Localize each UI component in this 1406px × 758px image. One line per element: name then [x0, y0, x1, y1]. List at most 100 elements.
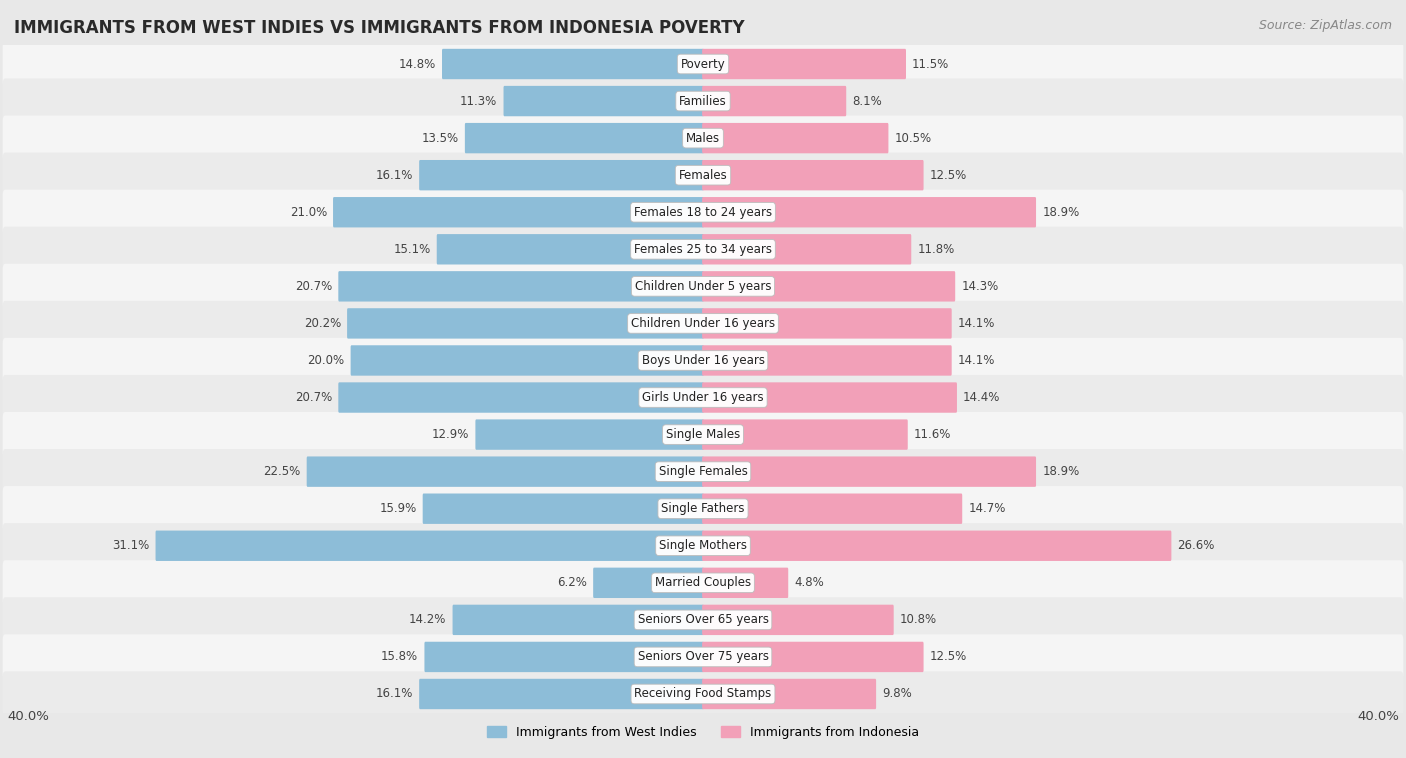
- FancyBboxPatch shape: [3, 79, 1403, 124]
- FancyBboxPatch shape: [3, 375, 1403, 420]
- Text: 11.8%: 11.8%: [917, 243, 955, 255]
- FancyBboxPatch shape: [503, 86, 704, 116]
- FancyBboxPatch shape: [437, 234, 704, 265]
- Text: 40.0%: 40.0%: [7, 709, 49, 723]
- FancyBboxPatch shape: [702, 605, 894, 635]
- Text: 12.9%: 12.9%: [432, 428, 470, 441]
- Text: 31.1%: 31.1%: [112, 539, 149, 553]
- FancyBboxPatch shape: [3, 412, 1403, 457]
- FancyBboxPatch shape: [702, 679, 876, 709]
- Text: Single Males: Single Males: [666, 428, 740, 441]
- Text: 4.8%: 4.8%: [794, 576, 824, 589]
- FancyBboxPatch shape: [350, 346, 704, 376]
- FancyBboxPatch shape: [333, 197, 704, 227]
- Text: 15.9%: 15.9%: [380, 503, 416, 515]
- FancyBboxPatch shape: [339, 271, 704, 302]
- FancyBboxPatch shape: [3, 634, 1403, 679]
- FancyBboxPatch shape: [3, 486, 1403, 531]
- Text: 8.1%: 8.1%: [852, 95, 882, 108]
- Text: 14.4%: 14.4%: [963, 391, 1001, 404]
- FancyBboxPatch shape: [453, 605, 704, 635]
- FancyBboxPatch shape: [702, 86, 846, 116]
- FancyBboxPatch shape: [3, 264, 1403, 309]
- FancyBboxPatch shape: [3, 523, 1403, 568]
- FancyBboxPatch shape: [423, 493, 704, 524]
- Text: 40.0%: 40.0%: [1357, 709, 1399, 723]
- Text: Source: ZipAtlas.com: Source: ZipAtlas.com: [1258, 19, 1392, 32]
- FancyBboxPatch shape: [3, 115, 1403, 161]
- FancyBboxPatch shape: [3, 301, 1403, 346]
- FancyBboxPatch shape: [3, 672, 1403, 716]
- FancyBboxPatch shape: [702, 309, 952, 339]
- Text: 14.1%: 14.1%: [957, 317, 995, 330]
- FancyBboxPatch shape: [3, 42, 1403, 86]
- Text: 11.6%: 11.6%: [914, 428, 952, 441]
- FancyBboxPatch shape: [3, 152, 1403, 198]
- Text: Single Mothers: Single Mothers: [659, 539, 747, 553]
- Text: Females: Females: [679, 169, 727, 182]
- FancyBboxPatch shape: [702, 531, 1171, 561]
- Text: 14.8%: 14.8%: [399, 58, 436, 70]
- Text: Seniors Over 65 years: Seniors Over 65 years: [637, 613, 769, 626]
- Text: Families: Families: [679, 95, 727, 108]
- FancyBboxPatch shape: [307, 456, 704, 487]
- FancyBboxPatch shape: [419, 160, 704, 190]
- Text: IMMIGRANTS FROM WEST INDIES VS IMMIGRANTS FROM INDONESIA POVERTY: IMMIGRANTS FROM WEST INDIES VS IMMIGRANT…: [14, 19, 745, 37]
- FancyBboxPatch shape: [702, 271, 955, 302]
- Text: 15.1%: 15.1%: [394, 243, 430, 255]
- FancyBboxPatch shape: [593, 568, 704, 598]
- FancyBboxPatch shape: [3, 597, 1403, 643]
- Text: 20.7%: 20.7%: [295, 391, 332, 404]
- FancyBboxPatch shape: [3, 560, 1403, 606]
- FancyBboxPatch shape: [702, 642, 924, 672]
- FancyBboxPatch shape: [3, 190, 1403, 235]
- Text: 10.8%: 10.8%: [900, 613, 936, 626]
- Text: 13.5%: 13.5%: [422, 132, 458, 145]
- Text: 26.6%: 26.6%: [1178, 539, 1215, 553]
- Text: Females 18 to 24 years: Females 18 to 24 years: [634, 205, 772, 219]
- Text: 14.1%: 14.1%: [957, 354, 995, 367]
- FancyBboxPatch shape: [702, 568, 789, 598]
- FancyBboxPatch shape: [3, 338, 1403, 383]
- Text: Boys Under 16 years: Boys Under 16 years: [641, 354, 765, 367]
- Text: Single Fathers: Single Fathers: [661, 503, 745, 515]
- FancyBboxPatch shape: [3, 449, 1403, 494]
- FancyBboxPatch shape: [702, 234, 911, 265]
- Text: 14.2%: 14.2%: [409, 613, 447, 626]
- Text: Children Under 16 years: Children Under 16 years: [631, 317, 775, 330]
- FancyBboxPatch shape: [702, 419, 908, 449]
- FancyBboxPatch shape: [702, 493, 962, 524]
- Text: 18.9%: 18.9%: [1042, 465, 1080, 478]
- FancyBboxPatch shape: [156, 531, 704, 561]
- FancyBboxPatch shape: [3, 227, 1403, 272]
- Text: 15.8%: 15.8%: [381, 650, 419, 663]
- Text: Girls Under 16 years: Girls Under 16 years: [643, 391, 763, 404]
- Text: 20.2%: 20.2%: [304, 317, 342, 330]
- Text: 9.8%: 9.8%: [883, 688, 912, 700]
- Text: Receiving Food Stamps: Receiving Food Stamps: [634, 688, 772, 700]
- Text: 20.0%: 20.0%: [308, 354, 344, 367]
- Legend: Immigrants from West Indies, Immigrants from Indonesia: Immigrants from West Indies, Immigrants …: [482, 721, 924, 744]
- Text: Males: Males: [686, 132, 720, 145]
- FancyBboxPatch shape: [475, 419, 704, 449]
- Text: 14.7%: 14.7%: [969, 503, 1005, 515]
- FancyBboxPatch shape: [702, 197, 1036, 227]
- Text: 21.0%: 21.0%: [290, 205, 328, 219]
- FancyBboxPatch shape: [347, 309, 704, 339]
- Text: 12.5%: 12.5%: [929, 169, 967, 182]
- FancyBboxPatch shape: [702, 160, 924, 190]
- FancyBboxPatch shape: [702, 123, 889, 153]
- Text: 20.7%: 20.7%: [295, 280, 332, 293]
- FancyBboxPatch shape: [702, 456, 1036, 487]
- Text: 11.5%: 11.5%: [912, 58, 949, 70]
- Text: Children Under 5 years: Children Under 5 years: [634, 280, 772, 293]
- Text: 10.5%: 10.5%: [894, 132, 932, 145]
- Text: 16.1%: 16.1%: [375, 688, 413, 700]
- FancyBboxPatch shape: [702, 382, 957, 412]
- FancyBboxPatch shape: [702, 346, 952, 376]
- Text: 11.3%: 11.3%: [460, 95, 498, 108]
- Text: 16.1%: 16.1%: [375, 169, 413, 182]
- FancyBboxPatch shape: [425, 642, 704, 672]
- Text: Married Couples: Married Couples: [655, 576, 751, 589]
- Text: 14.3%: 14.3%: [962, 280, 998, 293]
